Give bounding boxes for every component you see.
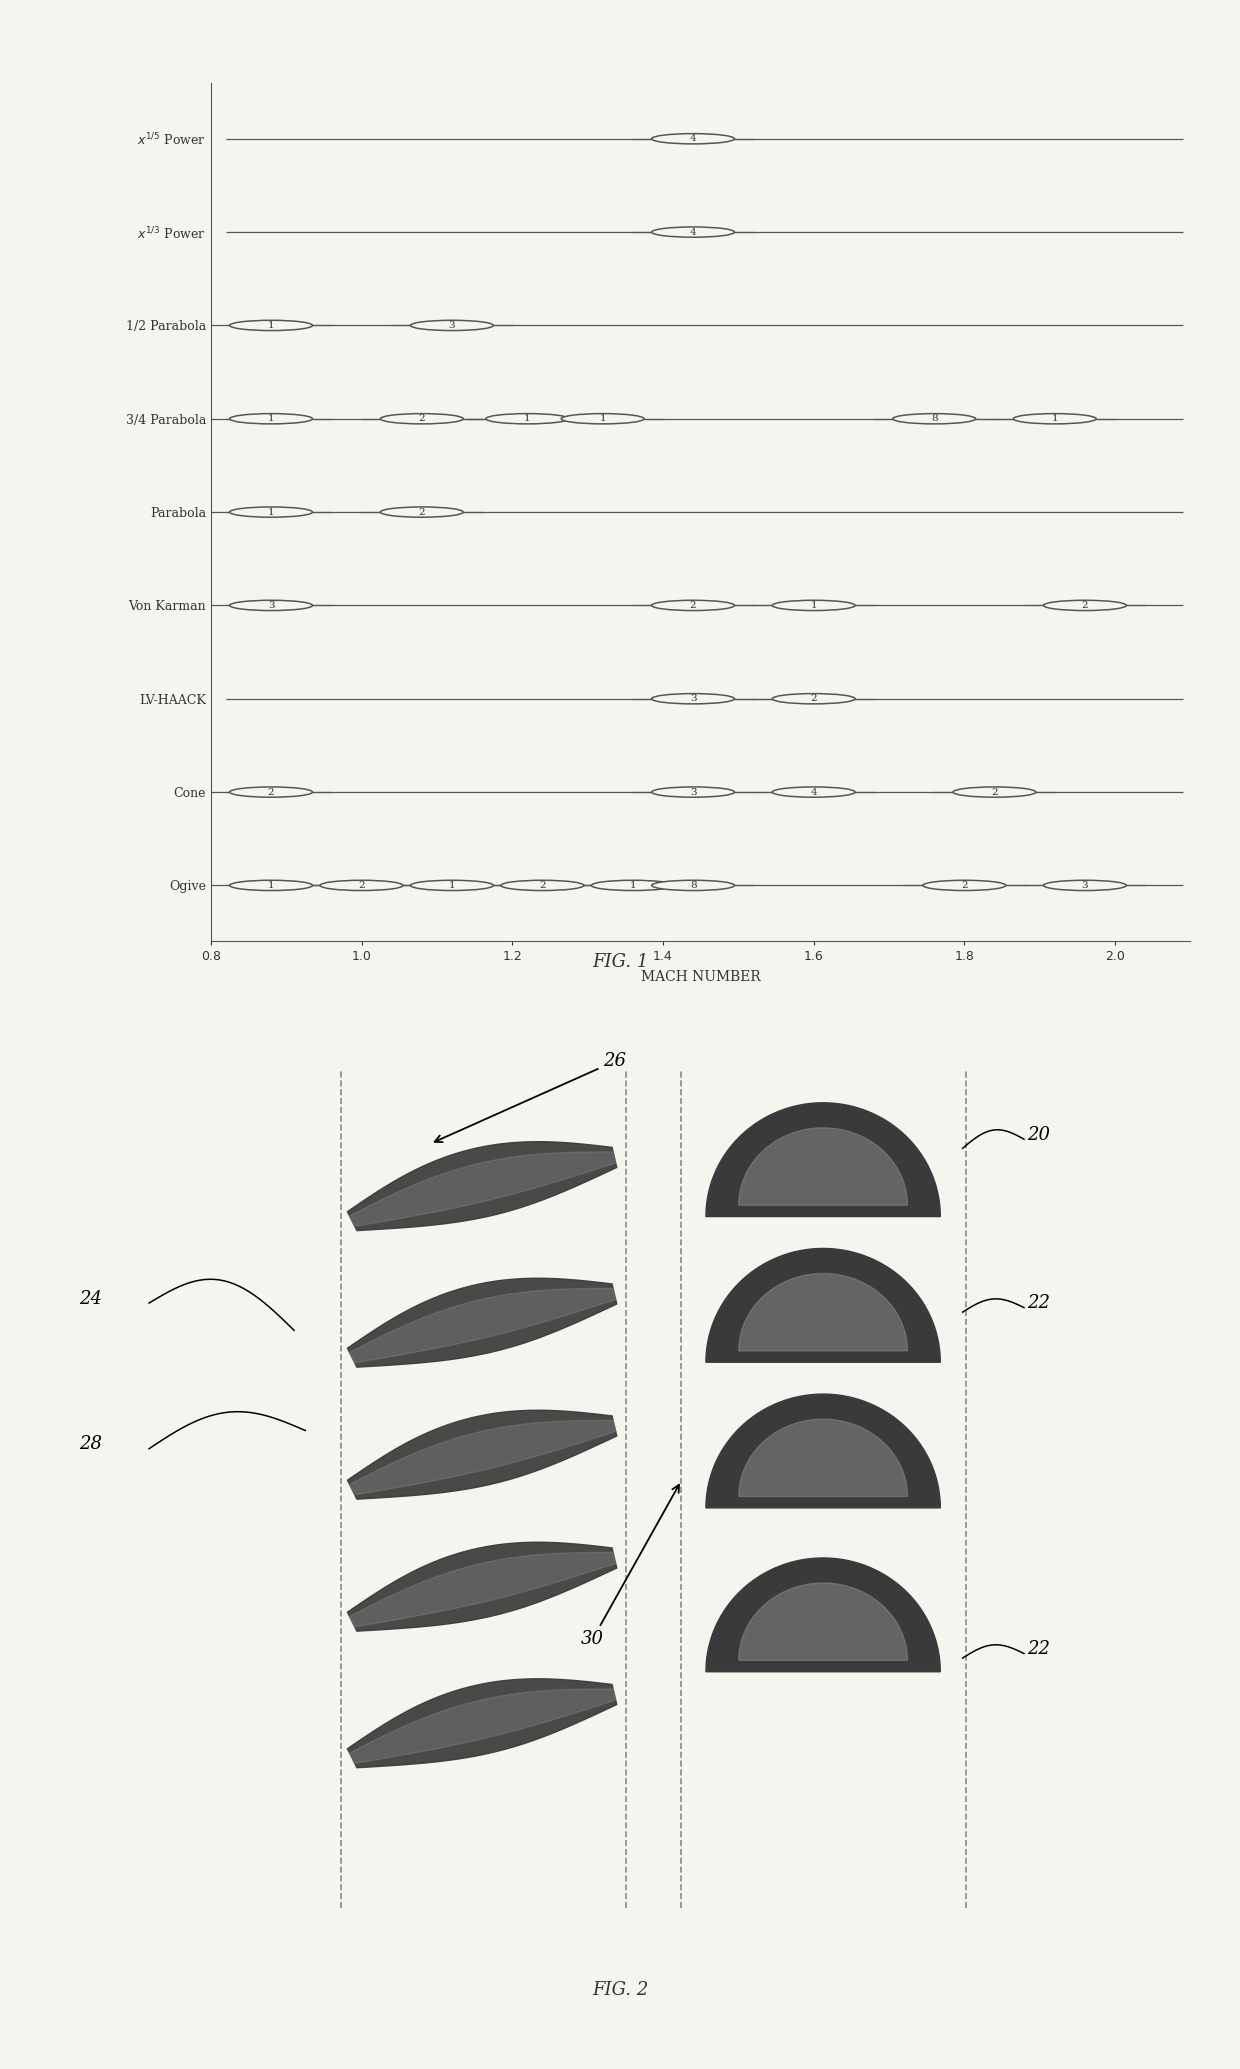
Circle shape — [954, 786, 1035, 797]
Text: 1: 1 — [525, 414, 531, 424]
Text: 8: 8 — [689, 881, 697, 890]
Circle shape — [410, 879, 494, 890]
Text: FIG. 1: FIG. 1 — [591, 954, 649, 970]
Circle shape — [651, 228, 734, 238]
Text: 1: 1 — [1052, 414, 1058, 424]
Polygon shape — [350, 1289, 616, 1363]
Text: 3: 3 — [689, 695, 697, 703]
Text: 1: 1 — [268, 414, 274, 424]
Circle shape — [229, 879, 312, 890]
Polygon shape — [739, 1419, 908, 1496]
Text: 4: 4 — [689, 134, 697, 143]
Text: 2: 2 — [418, 414, 425, 424]
Text: 1: 1 — [630, 881, 636, 890]
Polygon shape — [706, 1395, 940, 1508]
Polygon shape — [350, 1421, 616, 1496]
Circle shape — [893, 414, 976, 424]
Circle shape — [773, 600, 856, 610]
Circle shape — [773, 786, 856, 797]
Circle shape — [651, 693, 734, 703]
Text: 2: 2 — [991, 788, 998, 797]
Text: 2: 2 — [961, 881, 967, 890]
Polygon shape — [347, 1541, 616, 1630]
Polygon shape — [706, 1103, 940, 1217]
Text: 24: 24 — [79, 1289, 102, 1308]
Polygon shape — [739, 1583, 908, 1659]
Polygon shape — [347, 1678, 616, 1767]
Text: 2: 2 — [418, 507, 425, 517]
Polygon shape — [706, 1248, 940, 1361]
Text: 1: 1 — [599, 414, 606, 424]
Text: 4: 4 — [810, 788, 817, 797]
Text: 28: 28 — [79, 1436, 102, 1452]
Circle shape — [651, 134, 734, 145]
Polygon shape — [347, 1411, 616, 1500]
Circle shape — [651, 786, 734, 797]
Circle shape — [501, 879, 584, 890]
Text: 1: 1 — [268, 507, 274, 517]
Circle shape — [651, 600, 734, 610]
Circle shape — [562, 414, 644, 424]
Circle shape — [320, 879, 403, 890]
Circle shape — [229, 321, 312, 331]
Circle shape — [486, 414, 569, 424]
Text: 3: 3 — [268, 600, 274, 610]
Text: 2: 2 — [358, 881, 365, 890]
Polygon shape — [706, 1558, 940, 1672]
Text: 30: 30 — [580, 1486, 680, 1649]
Circle shape — [229, 507, 312, 517]
X-axis label: MACH NUMBER: MACH NUMBER — [641, 970, 760, 985]
Text: 1: 1 — [449, 881, 455, 890]
Polygon shape — [347, 1279, 616, 1368]
Circle shape — [651, 879, 734, 890]
Text: FIG. 2: FIG. 2 — [591, 1982, 649, 1999]
Circle shape — [1044, 879, 1126, 890]
Polygon shape — [739, 1275, 908, 1351]
Text: 2: 2 — [810, 695, 817, 703]
Circle shape — [229, 786, 312, 797]
Text: 2: 2 — [539, 881, 546, 890]
Circle shape — [591, 879, 675, 890]
Text: 22: 22 — [1028, 1293, 1050, 1312]
Text: 1: 1 — [268, 881, 274, 890]
Text: 20: 20 — [1028, 1126, 1050, 1144]
Text: 3: 3 — [1081, 881, 1089, 890]
Text: 8: 8 — [931, 414, 937, 424]
Text: 3: 3 — [449, 321, 455, 329]
Text: 1: 1 — [268, 321, 274, 329]
Circle shape — [381, 507, 464, 517]
Text: 2: 2 — [268, 788, 274, 797]
Circle shape — [773, 693, 856, 703]
Text: 2: 2 — [1081, 600, 1089, 610]
Text: 22: 22 — [1028, 1641, 1050, 1657]
Text: 1: 1 — [810, 600, 817, 610]
Circle shape — [1044, 600, 1126, 610]
Circle shape — [229, 414, 312, 424]
Polygon shape — [347, 1142, 616, 1231]
Polygon shape — [350, 1688, 616, 1763]
Text: 3: 3 — [689, 788, 697, 797]
Circle shape — [1013, 414, 1096, 424]
Polygon shape — [350, 1552, 616, 1626]
Polygon shape — [350, 1152, 616, 1227]
Circle shape — [229, 600, 312, 610]
Text: 4: 4 — [689, 228, 697, 236]
Circle shape — [410, 321, 494, 331]
Circle shape — [923, 879, 1006, 890]
Text: 26: 26 — [435, 1053, 626, 1142]
Polygon shape — [739, 1128, 908, 1204]
Circle shape — [381, 414, 464, 424]
Text: 2: 2 — [689, 600, 697, 610]
